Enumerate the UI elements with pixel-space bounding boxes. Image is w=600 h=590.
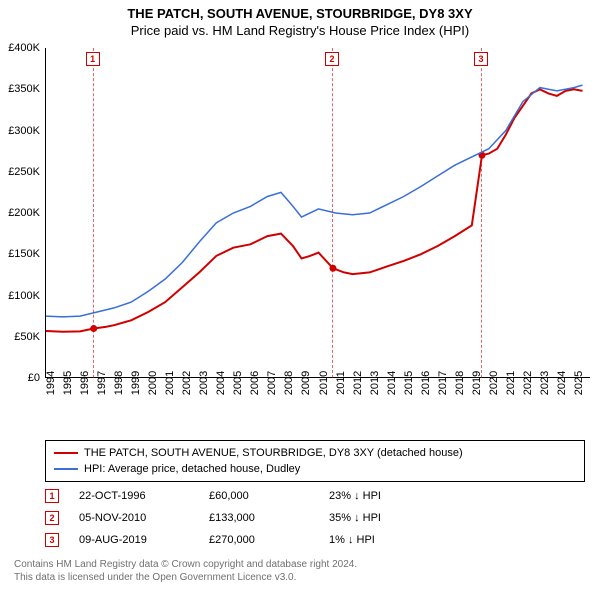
marker-table-row: 309-AUG-2019£270,0001% ↓ HPI [45, 529, 449, 551]
y-tick-label: £200K [8, 207, 40, 219]
x-tick-label: 2022 [522, 371, 534, 395]
annotation-marker: 3 [474, 52, 488, 66]
x-tick-label: 2000 [147, 371, 159, 395]
x-tick-label: 2010 [318, 371, 330, 395]
x-tick-label: 2002 [181, 371, 193, 395]
x-tick-label: 2024 [556, 371, 568, 395]
footer-line1: Contains HM Land Registry data © Crown c… [14, 558, 357, 571]
x-tick-label: 2016 [420, 371, 432, 395]
x-tick-label: 2007 [266, 371, 278, 395]
marker-date: 09-AUG-2019 [59, 534, 209, 546]
annotation-marker: 2 [325, 52, 339, 66]
marker-diff: 23% ↓ HPI [329, 490, 449, 502]
marker-date: 05-NOV-2010 [59, 512, 209, 524]
sale-point [329, 265, 336, 272]
annotation-vline [332, 48, 333, 378]
x-tick-label: 2013 [369, 371, 381, 395]
x-tick-label: 1997 [96, 371, 108, 395]
title-subtitle: Price paid vs. HM Land Registry's House … [0, 23, 600, 38]
marker-table-row: 122-OCT-1996£60,00023% ↓ HPI [45, 485, 449, 507]
x-tick-label: 2011 [335, 371, 347, 395]
x-tick-label: 2006 [249, 371, 261, 395]
x-tick-label: 2008 [283, 371, 295, 395]
marker-id-box: 1 [45, 489, 59, 503]
x-tick-label: 2015 [403, 371, 415, 395]
x-tick-label: 2012 [352, 371, 364, 395]
annotation-vline [93, 48, 94, 378]
y-tick-label: £300K [8, 125, 40, 137]
marker-table-row: 205-NOV-2010£133,00035% ↓ HPI [45, 507, 449, 529]
x-tick-label: 2018 [454, 371, 466, 395]
annotation-marker: 1 [86, 52, 100, 66]
marker-diff: 1% ↓ HPI [329, 534, 449, 546]
x-tick-label: 2003 [198, 371, 210, 395]
x-tick-label: 1996 [79, 371, 91, 395]
marker-price: £60,000 [209, 490, 329, 502]
marker-price: £270,000 [209, 534, 329, 546]
y-tick-label: £0 [28, 372, 40, 384]
x-tick-label: 2014 [386, 371, 398, 395]
chart-svg [46, 48, 591, 378]
x-tick-label: 2023 [539, 371, 551, 395]
legend-box: THE PATCH, SOUTH AVENUE, STOURBRIDGE, DY… [45, 440, 585, 482]
legend-swatch [54, 452, 78, 454]
x-tick-label: 1994 [45, 371, 57, 395]
x-tick-label: 2017 [437, 371, 449, 395]
y-tick-label: £150K [8, 248, 40, 260]
x-tick-label: 2025 [573, 371, 585, 395]
x-tick-label: 1995 [62, 371, 74, 395]
x-tick-label: 2021 [505, 371, 517, 395]
x-tick-label: 2009 [300, 371, 312, 395]
plot-area [45, 48, 590, 378]
marker-table: 122-OCT-1996£60,00023% ↓ HPI205-NOV-2010… [45, 485, 449, 551]
x-tick-label: 2020 [488, 371, 500, 395]
marker-price: £133,000 [209, 512, 329, 524]
x-tick-label: 1998 [113, 371, 125, 395]
legend-label: HPI: Average price, detached house, Dudl… [84, 463, 300, 475]
x-tick-label: 2001 [164, 371, 176, 395]
title-block: THE PATCH, SOUTH AVENUE, STOURBRIDGE, DY… [0, 0, 600, 38]
y-tick-label: £350K [8, 83, 40, 95]
y-tick-label: £100K [8, 290, 40, 302]
chart-area: £0£50K£100K£150K£200K£250K£300K£350K£400… [45, 48, 590, 408]
y-tick-label: £250K [8, 166, 40, 178]
legend-row: THE PATCH, SOUTH AVENUE, STOURBRIDGE, DY… [54, 445, 576, 461]
footer-attribution: Contains HM Land Registry data © Crown c… [14, 558, 357, 584]
marker-id-box: 2 [45, 511, 59, 525]
legend-label: THE PATCH, SOUTH AVENUE, STOURBRIDGE, DY… [84, 447, 463, 459]
marker-date: 22-OCT-1996 [59, 490, 209, 502]
title-address: THE PATCH, SOUTH AVENUE, STOURBRIDGE, DY… [0, 6, 600, 21]
footer-line2: This data is licensed under the Open Gov… [14, 571, 357, 584]
chart-container: THE PATCH, SOUTH AVENUE, STOURBRIDGE, DY… [0, 0, 600, 590]
y-tick-label: £400K [8, 42, 40, 54]
marker-id-box: 3 [45, 533, 59, 547]
annotation-vline [481, 48, 482, 378]
x-tick-label: 2005 [232, 371, 244, 395]
sale-point [90, 325, 97, 332]
x-tick-label: 1999 [130, 371, 142, 395]
y-tick-label: £50K [14, 331, 40, 343]
series-hpi [46, 85, 583, 317]
x-tick-label: 2004 [215, 371, 227, 395]
legend-row: HPI: Average price, detached house, Dudl… [54, 461, 576, 477]
marker-diff: 35% ↓ HPI [329, 512, 449, 524]
legend-swatch [54, 468, 78, 470]
